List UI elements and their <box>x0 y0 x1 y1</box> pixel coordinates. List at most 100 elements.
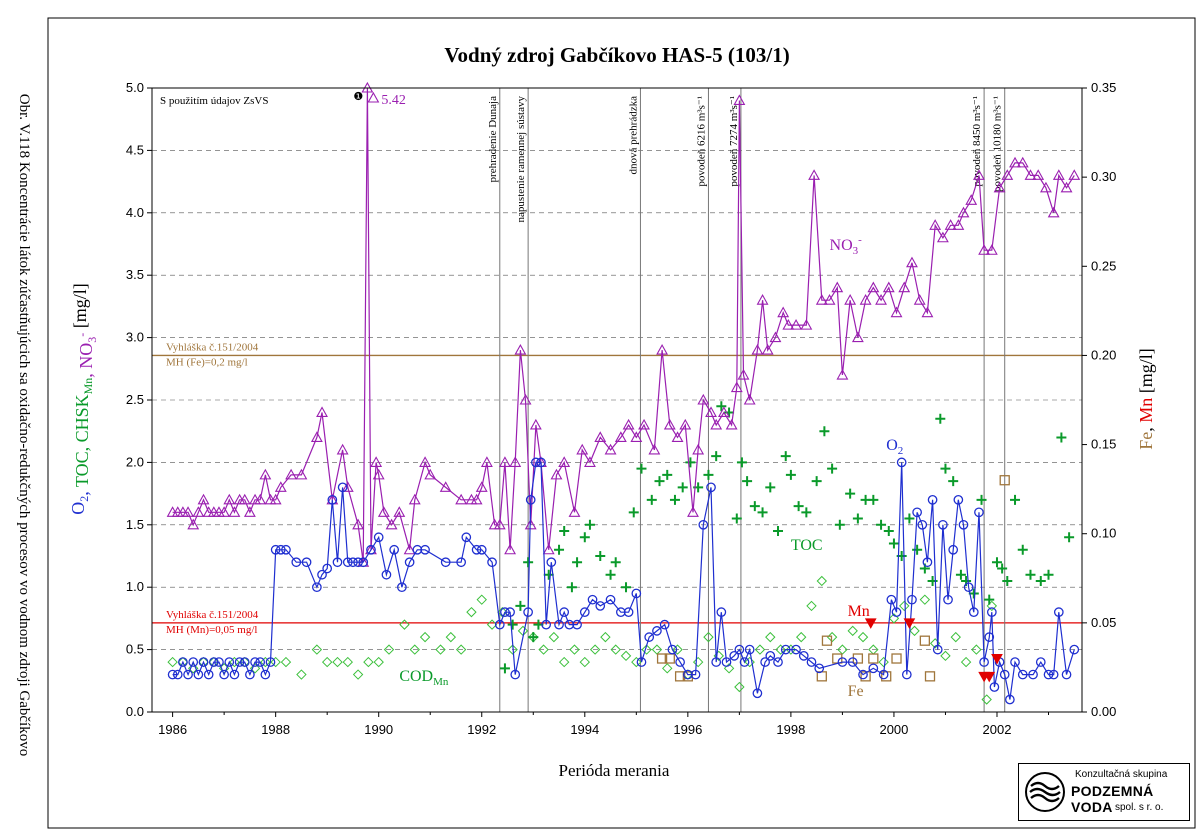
data-point <box>851 331 864 343</box>
data-point <box>188 663 199 674</box>
data-point <box>979 657 989 667</box>
data-point <box>203 669 214 680</box>
data-point <box>419 631 431 643</box>
data-point <box>538 644 549 655</box>
data-point <box>439 481 452 492</box>
data-point <box>631 588 642 599</box>
data-point <box>182 506 195 517</box>
axes: 1986 1988 1990 1992 1994 1996 1998 2000 20020.00… <box>126 80 1116 737</box>
data-point <box>274 481 287 492</box>
data-point <box>652 626 662 636</box>
x-tick-label: 1988 <box>261 722 290 737</box>
data-point <box>922 557 933 568</box>
event-label: povodeň 8450 m³s⁻¹ <box>971 96 983 187</box>
y-right-tick-label: 0.15 <box>1091 437 1116 452</box>
data-point <box>1009 156 1021 168</box>
data-point <box>548 631 560 643</box>
data-point <box>487 557 497 568</box>
data-point <box>1052 169 1065 180</box>
data-point <box>834 519 845 530</box>
data-point <box>935 413 946 424</box>
data-point <box>1032 169 1045 180</box>
data-point <box>420 544 430 555</box>
data-point <box>903 618 916 629</box>
data-point <box>831 281 844 293</box>
data-point <box>595 601 606 611</box>
data-point <box>576 443 589 455</box>
data-point <box>739 657 750 667</box>
data-point <box>993 181 1006 193</box>
data-point <box>955 569 966 580</box>
data-point <box>907 594 917 605</box>
data-point <box>801 507 812 518</box>
data-point <box>814 663 825 674</box>
data-point <box>662 469 673 480</box>
data-point <box>904 513 915 524</box>
data-point <box>341 481 354 492</box>
data-point <box>517 625 529 637</box>
data-point <box>572 557 583 568</box>
data-point <box>316 406 328 418</box>
event-label: prehradenie Dunaja <box>487 96 499 183</box>
data-point <box>605 569 616 580</box>
data-point <box>891 607 902 618</box>
data-point <box>559 607 570 618</box>
data-point <box>497 606 508 618</box>
data-point <box>878 656 889 668</box>
data-point <box>332 656 343 668</box>
data-point <box>765 631 776 643</box>
x-tick-label: 1992 <box>467 722 496 737</box>
data-point <box>968 607 979 618</box>
data-point <box>777 306 790 318</box>
data-point <box>682 669 693 680</box>
data-point <box>172 669 183 680</box>
company-logo: Konzultačná skupina PODZEMNÁ VODA spol. … <box>1018 763 1190 821</box>
logo-line1: Konzultačná skupina <box>1075 769 1168 780</box>
data-point <box>711 657 722 667</box>
data-point <box>775 644 786 655</box>
data-point <box>847 657 858 667</box>
data-point <box>546 557 557 568</box>
data-point <box>944 219 957 230</box>
data-point <box>610 557 621 568</box>
data-point <box>731 513 742 524</box>
data-point <box>1025 569 1036 580</box>
data-point <box>435 644 446 655</box>
data-point <box>569 644 580 655</box>
data-point <box>403 543 416 555</box>
y-right-tick-label: 0.05 <box>1091 615 1116 630</box>
event-label: povodeň 7274 m³s⁻¹ <box>728 96 740 187</box>
data-point <box>1043 669 1054 680</box>
data-point <box>729 650 740 661</box>
data-point <box>912 544 923 555</box>
data-point <box>367 91 380 103</box>
x-tick-label: 1986 <box>158 722 187 737</box>
data-point <box>760 657 770 667</box>
data-point <box>868 494 879 505</box>
logo-line2: PODZEMNÁ VODA <box>1071 783 1154 815</box>
data-point <box>352 518 365 530</box>
data-point <box>936 231 949 243</box>
data-point <box>711 451 722 462</box>
data-point <box>785 644 797 655</box>
y-right-tick-label: 0.35 <box>1091 80 1116 95</box>
data-point <box>228 506 241 517</box>
data-point <box>957 206 970 218</box>
data-point <box>765 482 776 493</box>
data-point <box>499 456 511 467</box>
y-right-tick-label: 0.00 <box>1091 704 1116 719</box>
data-point <box>984 594 995 605</box>
data-point <box>337 482 348 493</box>
data-point <box>773 657 783 667</box>
data-point <box>638 418 650 430</box>
data-point <box>370 456 383 467</box>
data-point <box>798 650 809 661</box>
data-point <box>519 393 532 405</box>
data-point <box>342 656 353 668</box>
data-point <box>654 476 665 487</box>
data-point <box>644 632 655 642</box>
data-point <box>542 543 555 555</box>
data-point <box>623 607 634 618</box>
data-point <box>238 493 251 505</box>
data-point <box>589 644 601 655</box>
